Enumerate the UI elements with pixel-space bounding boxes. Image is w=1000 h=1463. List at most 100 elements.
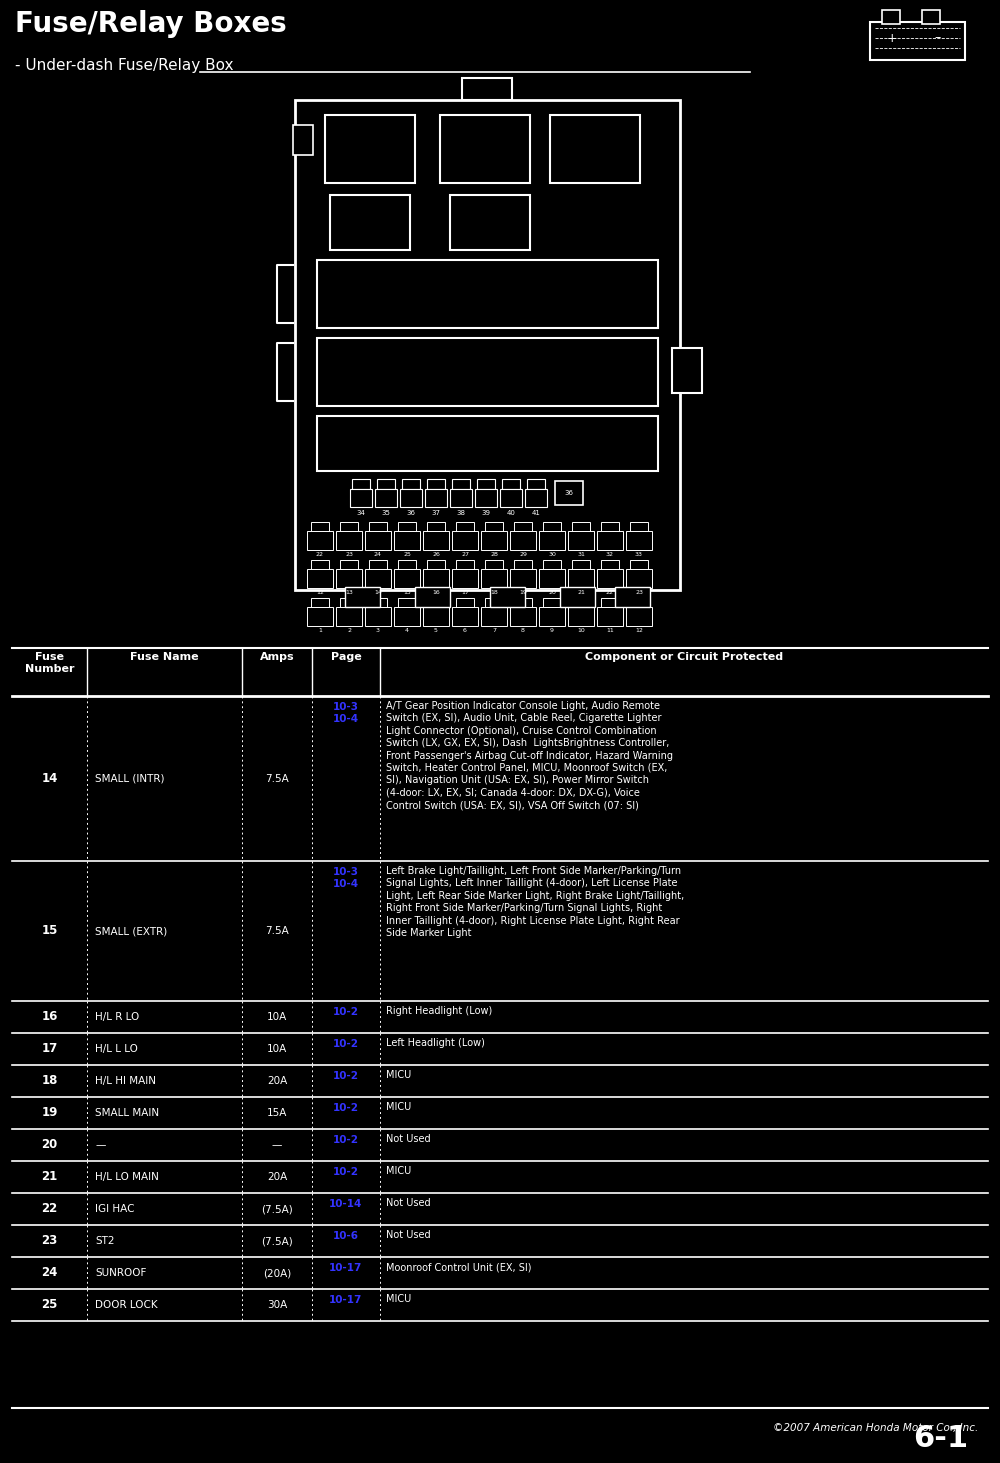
Text: 26: 26 xyxy=(432,552,440,557)
Text: 17: 17 xyxy=(461,590,469,595)
Text: Page: Page xyxy=(331,652,361,661)
Bar xyxy=(672,348,702,394)
Text: 21: 21 xyxy=(577,590,585,595)
Bar xyxy=(452,607,478,626)
Bar xyxy=(330,195,410,250)
Text: (7.5A): (7.5A) xyxy=(261,1236,293,1246)
Bar xyxy=(485,560,503,569)
Text: Not Used: Not Used xyxy=(386,1230,431,1241)
Text: 19: 19 xyxy=(519,590,527,595)
Text: 37: 37 xyxy=(432,511,440,516)
Bar xyxy=(427,522,445,531)
Bar xyxy=(377,478,395,489)
Bar xyxy=(601,522,619,531)
Bar xyxy=(452,569,478,588)
Bar xyxy=(510,607,536,626)
Text: 41: 41 xyxy=(532,511,540,516)
Text: 10-2: 10-2 xyxy=(333,1103,359,1113)
Bar xyxy=(615,587,650,607)
Text: 20A: 20A xyxy=(267,1172,287,1182)
Text: 25: 25 xyxy=(41,1299,58,1311)
Bar xyxy=(514,560,532,569)
Bar xyxy=(601,598,619,607)
Text: 24: 24 xyxy=(41,1267,58,1280)
Bar xyxy=(400,489,422,508)
Bar xyxy=(452,531,478,550)
Bar xyxy=(394,607,420,626)
Text: 12: 12 xyxy=(635,628,643,633)
Text: 15: 15 xyxy=(403,590,411,595)
Text: IGI HAC: IGI HAC xyxy=(95,1204,134,1214)
Text: 20: 20 xyxy=(548,590,556,595)
Bar xyxy=(440,116,530,183)
Text: 4: 4 xyxy=(405,628,409,633)
Bar xyxy=(398,522,416,531)
Bar xyxy=(462,78,512,99)
Text: 23: 23 xyxy=(41,1235,58,1248)
Bar xyxy=(630,598,648,607)
Bar xyxy=(369,598,387,607)
Bar xyxy=(336,531,362,550)
Text: 3: 3 xyxy=(376,628,380,633)
Bar xyxy=(481,531,507,550)
Text: 16: 16 xyxy=(432,590,440,595)
Text: Right Headlight (Low): Right Headlight (Low) xyxy=(386,1007,492,1015)
Text: 18: 18 xyxy=(41,1074,58,1087)
Bar xyxy=(510,569,536,588)
Text: (7.5A): (7.5A) xyxy=(261,1204,293,1214)
Bar xyxy=(340,598,358,607)
Text: Component or Circuit Protected: Component or Circuit Protected xyxy=(585,652,783,661)
Bar xyxy=(539,607,565,626)
Bar xyxy=(293,124,313,155)
Text: Moonroof Control Unit (EX, SI): Moonroof Control Unit (EX, SI) xyxy=(386,1263,532,1271)
Text: DOOR LOCK: DOOR LOCK xyxy=(95,1301,158,1309)
Text: Not Used: Not Used xyxy=(386,1198,431,1208)
Bar xyxy=(365,531,391,550)
Bar xyxy=(423,531,449,550)
Text: 22: 22 xyxy=(316,552,324,557)
Text: 19: 19 xyxy=(41,1106,58,1119)
Text: 5: 5 xyxy=(434,628,438,633)
Text: 8: 8 xyxy=(521,628,525,633)
Bar xyxy=(394,531,420,550)
Text: 1: 1 xyxy=(318,628,322,633)
Bar xyxy=(597,569,623,588)
Bar xyxy=(311,560,329,569)
Bar xyxy=(481,569,507,588)
Bar xyxy=(415,587,450,607)
Bar xyxy=(307,569,333,588)
Bar xyxy=(317,260,658,328)
Text: 10-17: 10-17 xyxy=(329,1263,363,1273)
Text: –: – xyxy=(935,32,941,44)
Text: - Under-dash Fuse/Relay Box: - Under-dash Fuse/Relay Box xyxy=(15,59,234,73)
Text: A/T Gear Position Indicator Console Light, Audio Remote
Switch (EX, SI), Audio U: A/T Gear Position Indicator Console Ligh… xyxy=(386,701,673,811)
Text: 14: 14 xyxy=(374,590,382,595)
Bar xyxy=(365,607,391,626)
Bar xyxy=(543,598,561,607)
Text: Amps: Amps xyxy=(260,652,294,661)
Text: 17: 17 xyxy=(41,1043,58,1055)
Bar xyxy=(398,560,416,569)
Text: 22: 22 xyxy=(41,1203,58,1216)
Text: 10-3
10-4: 10-3 10-4 xyxy=(333,868,359,888)
Text: Fuse Name: Fuse Name xyxy=(130,652,199,661)
Text: 6-1: 6-1 xyxy=(913,1423,968,1453)
Bar xyxy=(423,607,449,626)
Text: SUNROOF: SUNROOF xyxy=(95,1268,146,1279)
Bar xyxy=(311,522,329,531)
Text: 12: 12 xyxy=(316,590,324,595)
Text: 10-2: 10-2 xyxy=(333,1135,359,1146)
Bar xyxy=(481,607,507,626)
Bar xyxy=(452,478,470,489)
Text: 18: 18 xyxy=(490,590,498,595)
Bar xyxy=(317,338,658,407)
Text: H/L HI MAIN: H/L HI MAIN xyxy=(95,1075,156,1086)
Text: 32: 32 xyxy=(606,552,614,557)
Text: Left Headlight (Low): Left Headlight (Low) xyxy=(386,1039,485,1048)
Bar xyxy=(350,489,372,508)
Text: MICU: MICU xyxy=(386,1102,411,1112)
Bar xyxy=(425,489,447,508)
Bar xyxy=(365,569,391,588)
Bar xyxy=(398,598,416,607)
Bar xyxy=(630,560,648,569)
